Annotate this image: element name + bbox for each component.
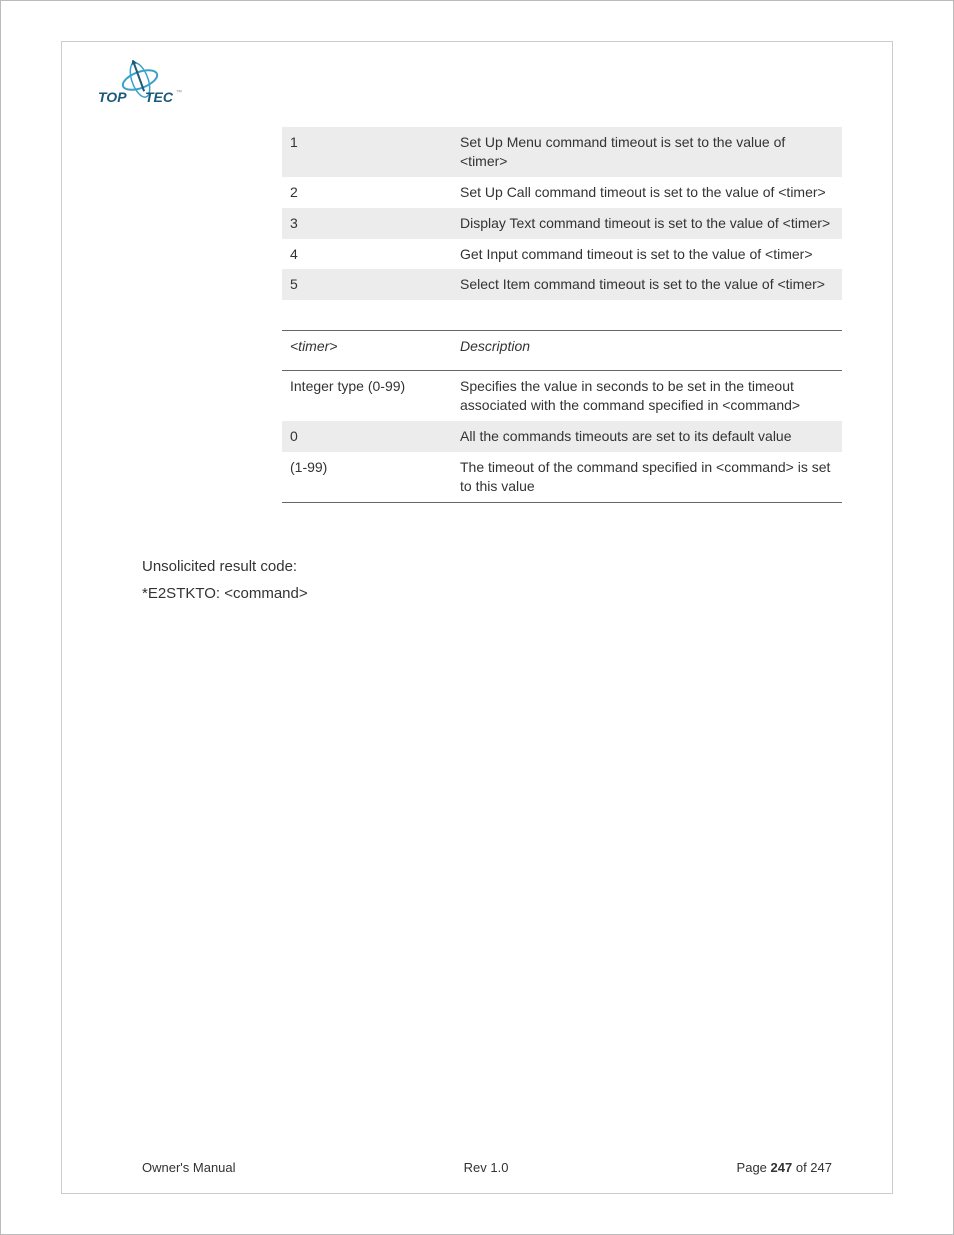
command-table: 1 Set Up Menu command timeout is set to … [282, 127, 842, 300]
cell-desc: Specifies the value in seconds to be set… [452, 371, 842, 421]
header-timer: <timer> [282, 331, 452, 371]
footer-page-label: Page [737, 1160, 771, 1175]
page-frame: TOP TEC ™ 1 Set Up Menu command timeout … [0, 0, 954, 1235]
cell-timer: 0 [282, 421, 452, 452]
page-inner: TOP TEC ™ 1 Set Up Menu command timeout … [61, 41, 893, 1194]
table-row: 4 Get Input command timeout is set to th… [282, 239, 842, 270]
timer-table: <timer> Description Integer type (0-99) … [282, 330, 842, 502]
body-line-2: *E2STKTO: <command> [142, 580, 842, 607]
body-line-1: Unsolicited result code: [142, 553, 842, 580]
cell-desc: Set Up Menu command timeout is set to th… [452, 127, 842, 177]
cell-code: 3 [282, 208, 452, 239]
table-row: 1 Set Up Menu command timeout is set to … [282, 127, 842, 177]
table-row: 3 Display Text command timeout is set to… [282, 208, 842, 239]
logo: TOP TEC ™ [90, 60, 190, 115]
footer-page-of: of 247 [792, 1160, 832, 1175]
main-content: 1 Set Up Menu command timeout is set to … [282, 127, 842, 607]
cell-timer: (1-99) [282, 452, 452, 502]
logo-tm: ™ [176, 89, 182, 96]
logo-svg: TOP TEC ™ [90, 60, 190, 110]
table-row: Integer type (0-99) Specifies the value … [282, 371, 842, 421]
logo-text-left: TOP [98, 89, 127, 105]
page-footer: Owner's Manual Rev 1.0 Page 247 of 247 [142, 1160, 832, 1175]
cell-code: 4 [282, 239, 452, 270]
cell-desc: Get Input command timeout is set to the … [452, 239, 842, 270]
table-spacer [282, 300, 842, 330]
cell-desc: Display Text command timeout is set to t… [452, 208, 842, 239]
logo-text-right: TEC [145, 89, 174, 105]
cell-code: 2 [282, 177, 452, 208]
header-description: Description [452, 331, 842, 371]
cell-code: 1 [282, 127, 452, 177]
footer-mid: Rev 1.0 [236, 1160, 737, 1175]
body-text: Unsolicited result code: *E2STKTO: <comm… [142, 553, 842, 607]
table-row: (1-99) The timeout of the command specif… [282, 452, 842, 502]
footer-page-current: 247 [771, 1160, 793, 1175]
cell-code: 5 [282, 269, 452, 300]
table-header-row: <timer> Description [282, 331, 842, 371]
cell-desc: Set Up Call command timeout is set to th… [452, 177, 842, 208]
table-row: 5 Select Item command timeout is set to … [282, 269, 842, 300]
cell-desc: All the commands timeouts are set to its… [452, 421, 842, 452]
table-row: 2 Set Up Call command timeout is set to … [282, 177, 842, 208]
cell-desc: Select Item command timeout is set to th… [452, 269, 842, 300]
cell-desc: The timeout of the command specified in … [452, 452, 842, 502]
footer-right: Page 247 of 247 [737, 1160, 832, 1175]
cell-timer: Integer type (0-99) [282, 371, 452, 421]
table-row: 0 All the commands timeouts are set to i… [282, 421, 842, 452]
footer-left: Owner's Manual [142, 1160, 236, 1175]
